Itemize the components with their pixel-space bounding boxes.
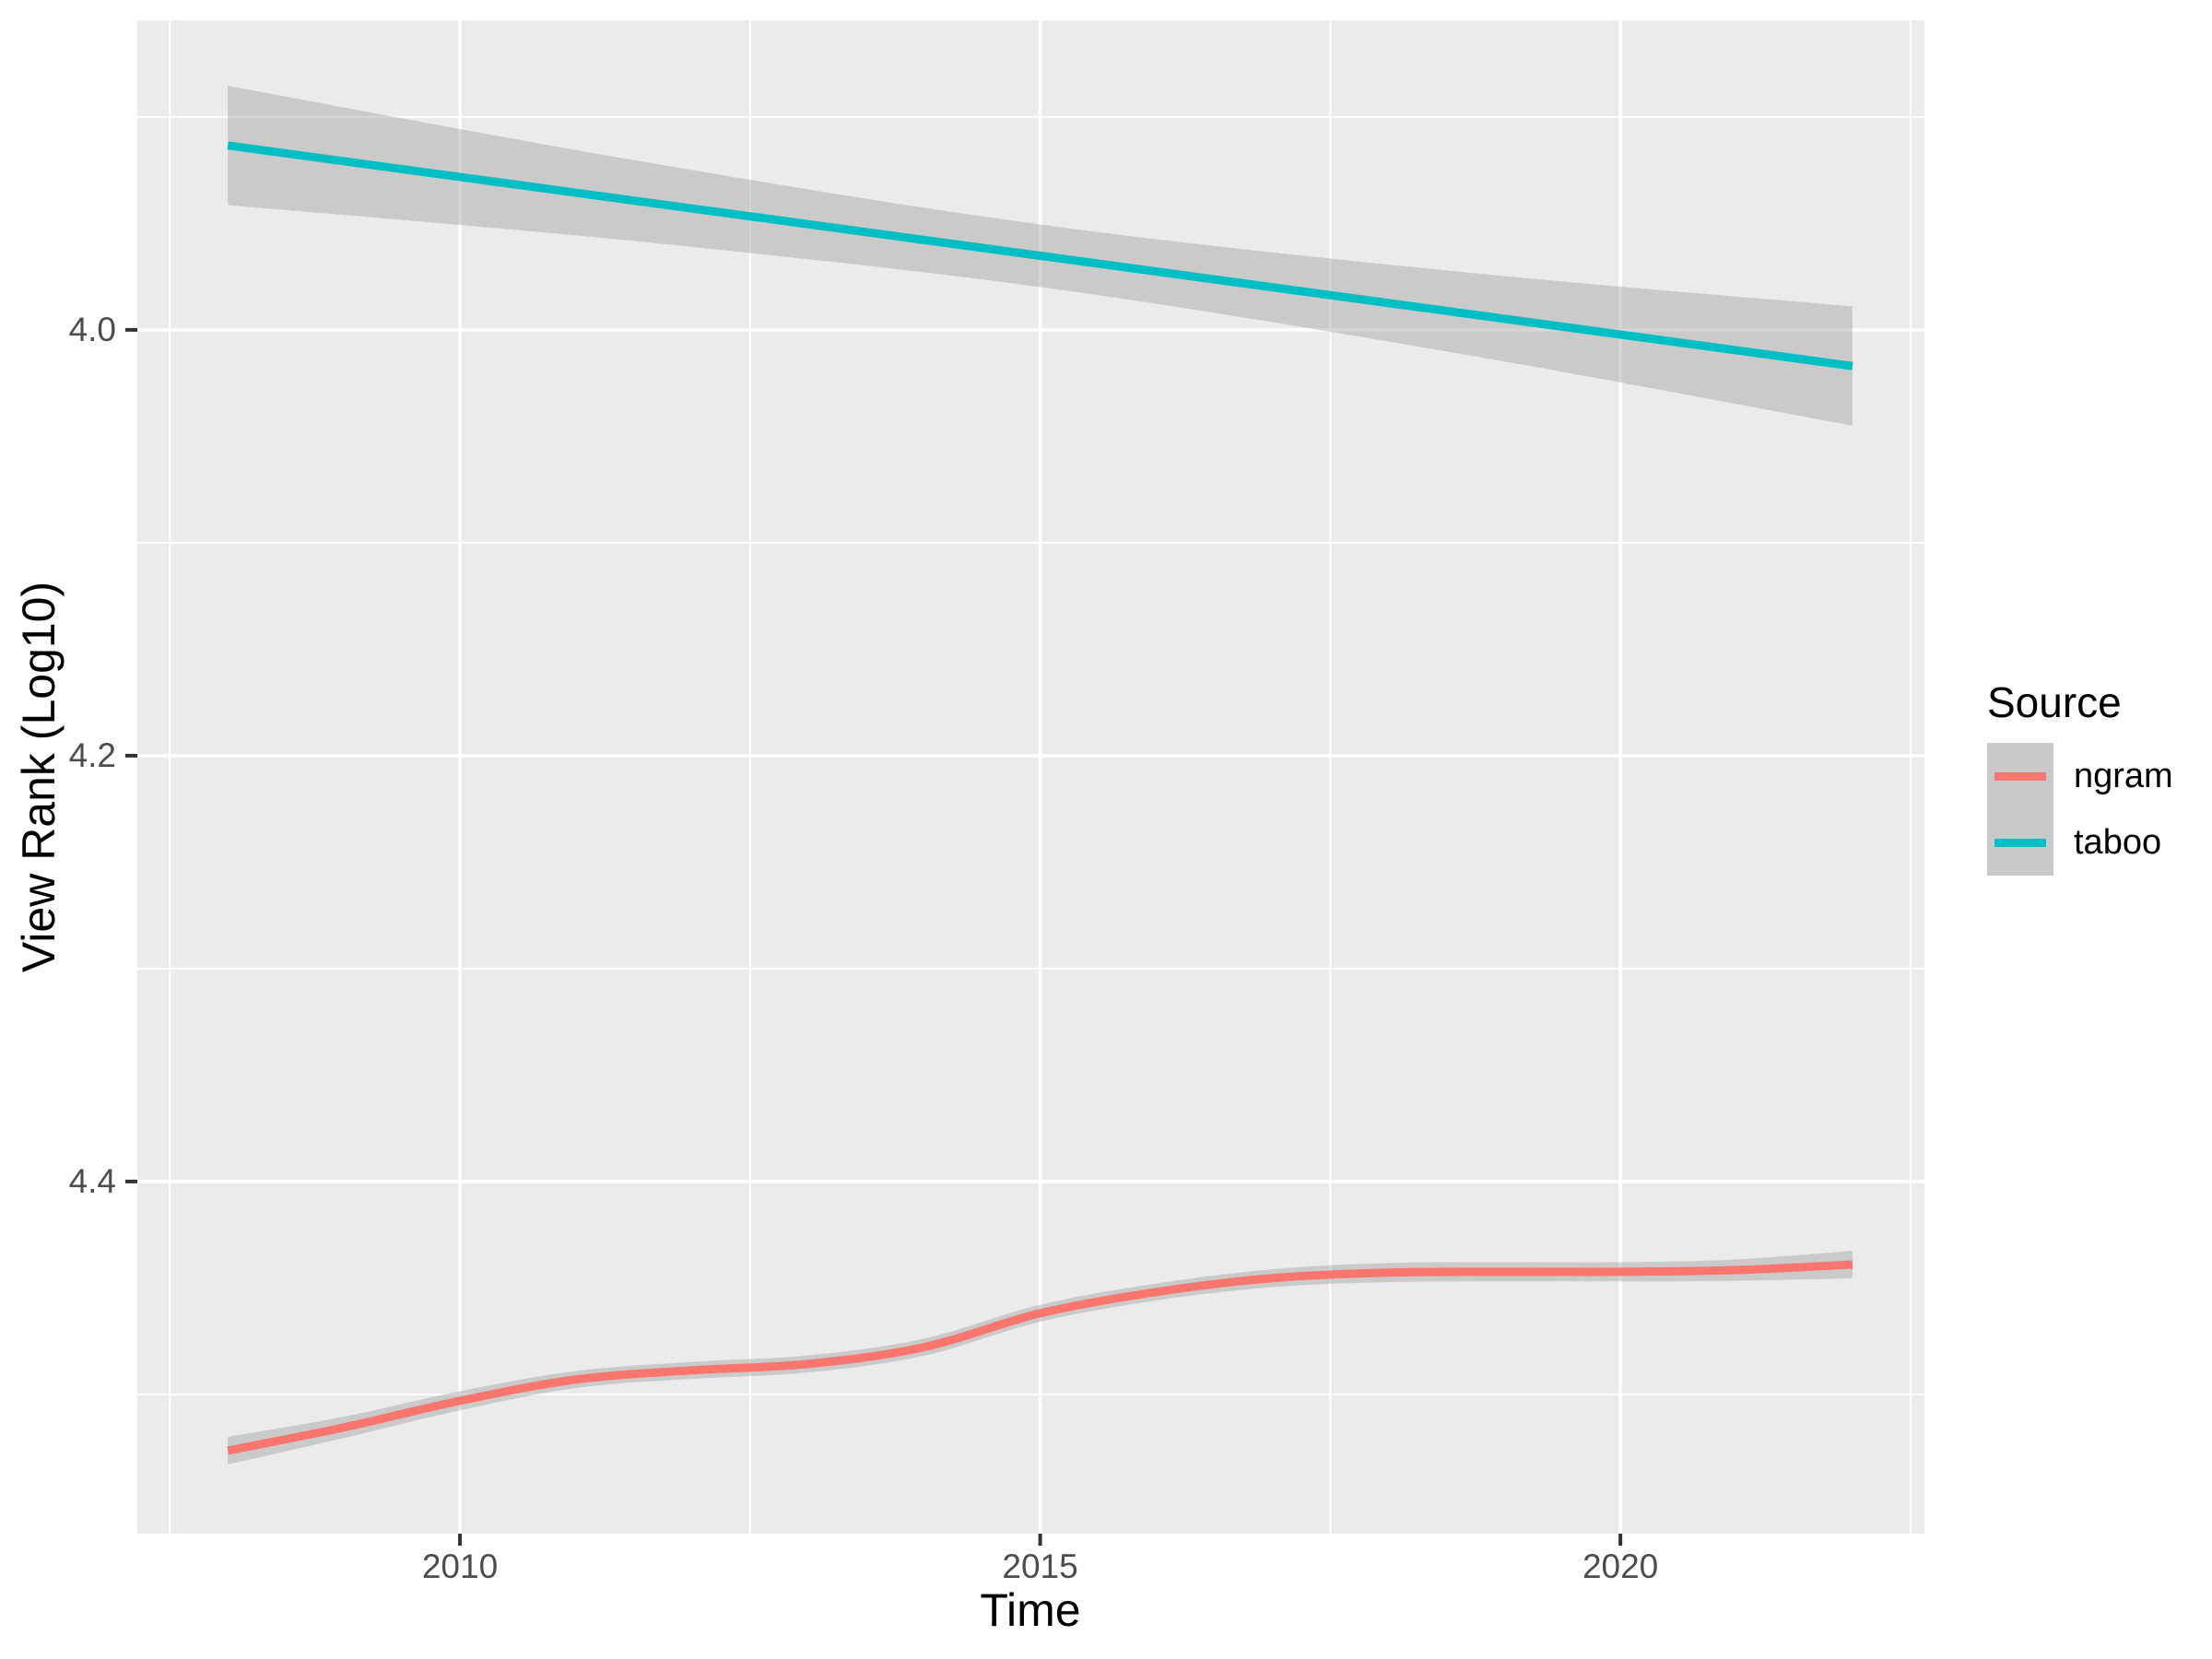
- y-tick-label: 4.4: [68, 1161, 116, 1200]
- legend-label-taboo: taboo: [2074, 822, 2162, 862]
- legend-label-ngram: ngram: [2074, 756, 2173, 795]
- ngram-line-swatch: [1994, 771, 2046, 781]
- legend-title: Source: [1987, 678, 2122, 726]
- legend-key-taboo: [1987, 809, 2053, 876]
- y-axis-title: View Rank (Log10): [13, 581, 65, 973]
- x-tick-label: 2010: [421, 1547, 499, 1585]
- legend-item-taboo: taboo: [1987, 809, 2173, 876]
- legend-item-ngram: ngram: [1987, 743, 2173, 809]
- panel-background: [137, 20, 1924, 1534]
- legend-key-ngram: [1987, 743, 2053, 809]
- x-tick-label: 2015: [1002, 1547, 1078, 1585]
- legend: Source ngram taboo: [1987, 679, 2173, 876]
- x-tick-label: 2020: [1582, 1547, 1659, 1585]
- y-tick-label: 4.0: [68, 310, 116, 348]
- ngram-line: [227, 1260, 1853, 1455]
- taboo-line: [227, 141, 1853, 371]
- x-axis-title: Time: [980, 1584, 1081, 1636]
- legend-items: ngram taboo: [1987, 743, 2173, 876]
- y-tick-label: 4.2: [68, 735, 116, 774]
- taboo-line-swatch: [1994, 838, 2046, 847]
